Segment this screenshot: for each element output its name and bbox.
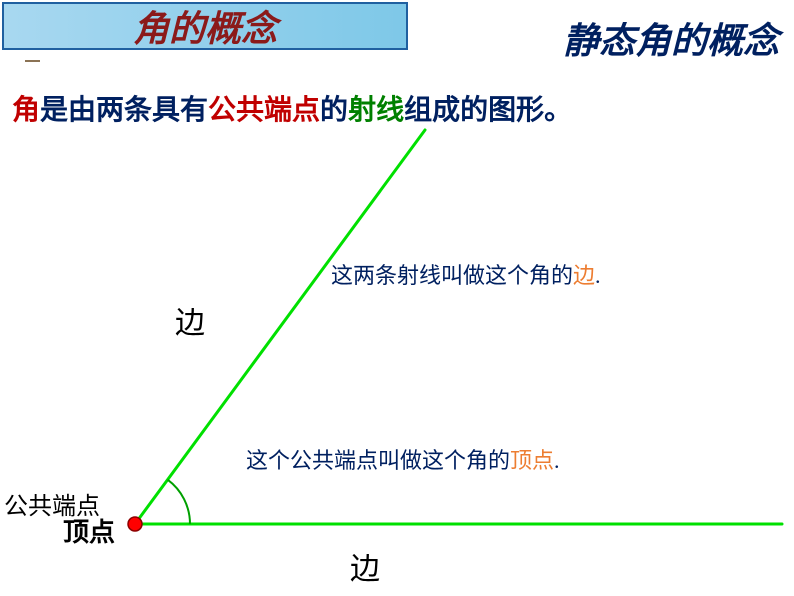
note-vertex-hl: 顶点 (510, 448, 554, 473)
def-part-endpoint: 公共端点 (208, 94, 320, 125)
def-part-ray: 射线 (348, 94, 404, 125)
label-edge-lower: 边 (350, 544, 380, 588)
label-edge-upper: 边 (175, 298, 205, 342)
page-title: 角的概念 (133, 0, 277, 52)
definition-text: 角是由两条具有公共端点的射线组成的图形。 (12, 88, 572, 128)
note-edge-hl: 边 (573, 263, 595, 288)
def-part-2: 是由两条具有 (40, 94, 208, 125)
note-vertex: 这个公共端点叫做这个角的顶点. (246, 443, 560, 475)
note-edge-pre: 这两条射线叫做这个角的 (331, 263, 573, 288)
note-vertex-post: . (554, 448, 560, 473)
note-edge: 这两条射线叫做这个角的边. (331, 258, 601, 290)
note-vertex-pre: 这个公共端点叫做这个角的 (246, 448, 510, 473)
def-part-angle: 角 (12, 94, 40, 125)
page-subtitle: 静态角的概念 (563, 12, 779, 64)
def-part-4: 的 (320, 94, 348, 125)
title-box: 角的概念 (2, 2, 408, 50)
note-edge-post: . (595, 263, 601, 288)
label-vertex: 顶点 (63, 512, 115, 549)
def-part-6: 组成的图形。 (404, 94, 572, 125)
decorative-line (25, 60, 40, 62)
